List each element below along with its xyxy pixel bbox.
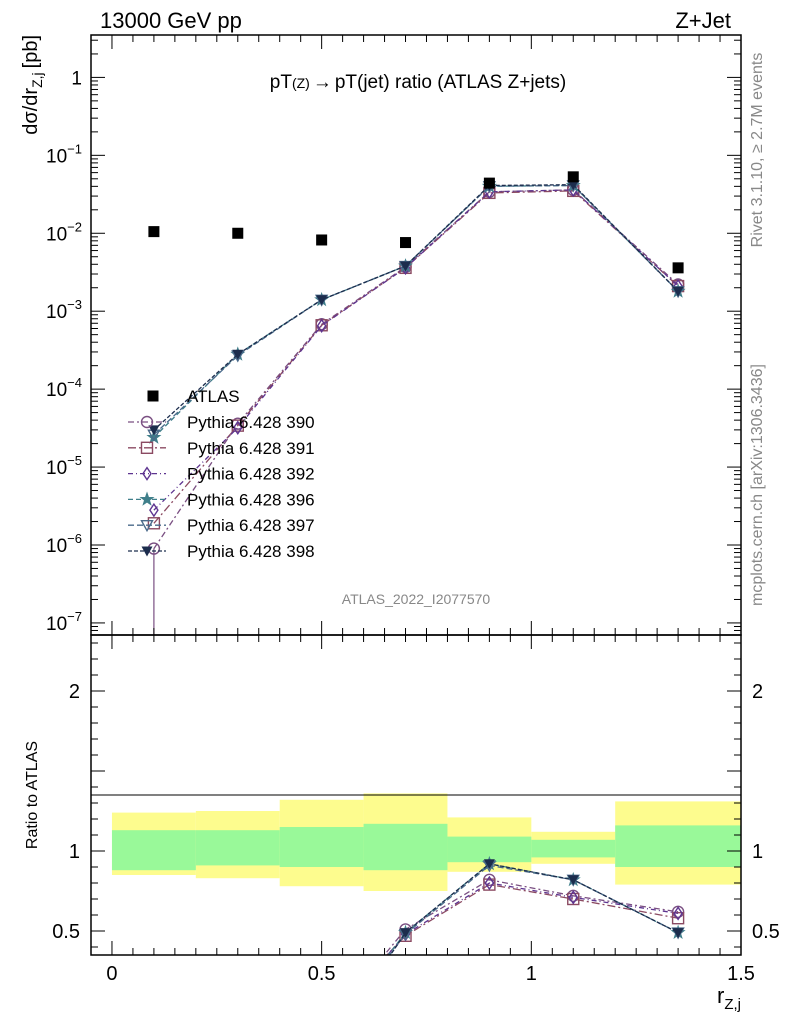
ratio-y-tick-label-right: 2	[752, 681, 763, 703]
uncertainty-band-inner	[615, 825, 741, 867]
legend-label-s392: Pythia 6.428 392	[187, 465, 315, 484]
ratio-series-line-s391	[385, 883, 679, 955]
ratio-y-tick-label: 1	[69, 841, 80, 863]
legend-marker-s390	[140, 415, 154, 429]
main-y-tick-label: 10−1	[46, 141, 82, 167]
ratio-marks	[383, 855, 686, 955]
main-y-tick-label: 10−6	[46, 531, 82, 557]
legend-marker-s398	[141, 546, 153, 557]
ratio-y-tick-label: 0.5	[52, 921, 80, 943]
legend-label-s390: Pythia 6.428 390	[187, 413, 315, 432]
main-series-line-s391	[153, 190, 679, 524]
legend-marker-data	[147, 390, 159, 402]
legend-marker-s392	[142, 466, 152, 481]
ratio-y-tick-label-right: 0.5	[752, 921, 780, 943]
main-y-tick-label: 10−3	[46, 297, 82, 323]
main-point-s398	[567, 180, 579, 191]
legend-label-s397: Pythia 6.428 397	[187, 516, 315, 535]
main-y-tick-label: 1	[71, 68, 82, 89]
main-y-tick-label: 10−5	[46, 453, 82, 479]
legend-marker-s391	[140, 441, 154, 454]
main-point-s392	[316, 318, 327, 334]
data-point	[567, 171, 579, 183]
data-point	[483, 177, 495, 189]
plot-title-main: pT	[270, 72, 293, 93]
x-label-main: r	[717, 983, 724, 1008]
data-point	[316, 234, 328, 246]
header-right-label: Z+Jet	[675, 8, 731, 33]
x-tick-label: 1	[526, 963, 537, 985]
legend-marker-s397	[140, 520, 154, 533]
analysis-watermark: ATLAS_2022_I2077570	[342, 591, 491, 607]
header-left-label: 13000 GeV pp	[100, 8, 242, 33]
legend-label-s398: Pythia 6.428 398	[187, 542, 315, 561]
plot-title-rest: pT(jet) ratio (ATLAS Z+jets)	[335, 72, 566, 93]
data-point	[672, 262, 684, 274]
legend-label-s396: Pythia 6.428 396	[187, 490, 315, 509]
plot-title-sub: (Z)	[292, 75, 310, 91]
ratio-y-axis-label: Ratio to ATLAS	[24, 741, 41, 849]
ratio-y-tick-label-right: 1	[752, 841, 763, 863]
main-point-s398	[400, 261, 412, 272]
legend-label-s391: Pythia 6.428 391	[187, 439, 315, 458]
data-point	[232, 227, 244, 239]
data-point	[148, 226, 160, 238]
main-y-axis-label: dσ/drZ,j [pb]	[20, 35, 45, 135]
x-label-sub: Z,j	[724, 996, 741, 1013]
main-point-s398	[672, 286, 684, 297]
ratio-panel: 0.5 0.5 1 1 2 2 0 0.5 1 1.5 Ratio to ATLAS rZ,j	[24, 634, 780, 1013]
ratio-point-s392	[673, 906, 683, 921]
plot-title: pT(Z) → pT(jet) ratio (ATLAS Z+jets)	[270, 72, 566, 93]
ratio-series-line-s390	[383, 879, 679, 955]
legend-marker-s396	[139, 491, 155, 506]
ratio-y-ticks: 0.5 0.5 1 1 2 2	[52, 642, 780, 948]
main-point-s392	[232, 420, 243, 435]
main-y-tick-label: 10−2	[46, 219, 82, 245]
main-marks	[146, 171, 686, 635]
main-panel: 10−7 10−6 10−5 10−4 10−3 10−2 10−1 1 pT(Z) → pT(j…	[20, 34, 742, 636]
main-y-ticks: 10−7 10−6 10−5 10−4 10−3 10−2 10−1 1	[46, 39, 741, 636]
ratio-bands	[111, 793, 741, 891]
ratio-point-s398	[567, 875, 579, 886]
plot-title-arrow: →	[313, 72, 332, 93]
uncertainty-band-inner	[111, 830, 196, 871]
main-x-ticks	[111, 35, 742, 635]
main-y-tick-label: 10−4	[46, 375, 82, 401]
main-point-s391	[231, 419, 244, 432]
ratio-series-line-s392	[386, 882, 679, 955]
uncertainty-band-inner	[195, 830, 280, 866]
uncertainty-band-inner	[279, 827, 364, 867]
ratio-y-tick-label: 2	[69, 681, 80, 703]
rivet-version-label: Rivet 3.1.10, ≥ 2.7M events	[749, 53, 766, 248]
x-tick-label: 0	[106, 963, 117, 985]
uncertainty-band-inner	[363, 823, 448, 871]
x-tick-label: 1.5	[727, 963, 755, 985]
ratio-point-s398	[400, 928, 412, 939]
ratio-point-s392	[568, 890, 579, 905]
uncertainty-band-inner	[531, 839, 616, 858]
x-tick-label: 0.5	[308, 963, 336, 985]
main-y-label-unit: [pb]	[20, 35, 42, 68]
main-point-s398	[232, 349, 244, 360]
ratio-point-s392	[484, 875, 495, 891]
main-y-label-sub: Z,j	[29, 72, 45, 88]
main-point-s398	[148, 425, 160, 436]
ratio-point-s398	[483, 859, 495, 870]
main-point-s391	[147, 517, 161, 530]
legend-label-data: ATLAS	[187, 387, 240, 406]
legend: ATLAS Pythia 6.428 390 Pythia 6.428 391 Pyt…	[128, 387, 315, 561]
ratio-frame	[90, 634, 742, 956]
data-point	[400, 237, 412, 249]
ratio-point-s398	[672, 928, 684, 939]
mcplots-reference-label: mcplots.cern.ch [arXiv:1306.3436]	[749, 364, 766, 606]
main-y-label-main: dσ/dr	[20, 88, 42, 135]
main-point-s398	[316, 295, 328, 306]
main-y-tick-label: 10−7	[46, 609, 82, 635]
main-point-s392	[149, 502, 159, 518]
ratio-x-ticks: 0 0.5 1 1.5	[106, 635, 755, 985]
ratio-point-s391	[671, 912, 685, 925]
x-axis-label: rZ,j	[717, 983, 741, 1013]
